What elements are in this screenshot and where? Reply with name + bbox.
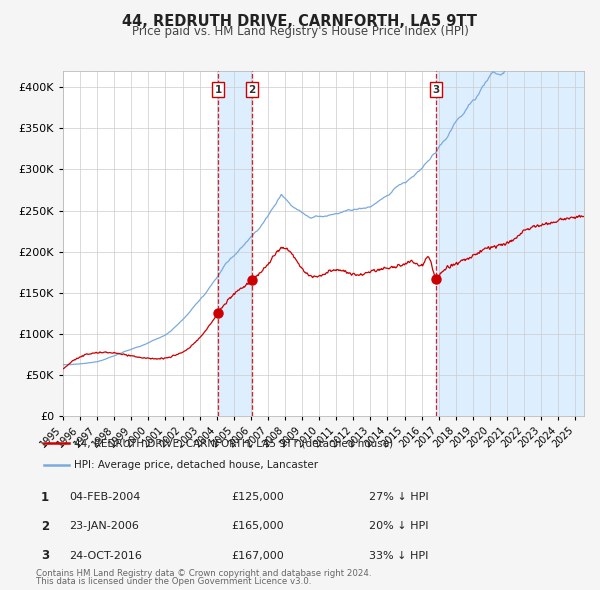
Text: 2: 2	[41, 520, 49, 533]
Text: £125,000: £125,000	[231, 493, 284, 502]
Text: 44, REDRUTH DRIVE, CARNFORTH, LA5 9TT: 44, REDRUTH DRIVE, CARNFORTH, LA5 9TT	[122, 14, 478, 28]
Text: 27% ↓ HPI: 27% ↓ HPI	[369, 493, 428, 502]
Text: Contains HM Land Registry data © Crown copyright and database right 2024.: Contains HM Land Registry data © Crown c…	[36, 569, 371, 578]
Text: 1: 1	[215, 84, 222, 94]
Text: 24-OCT-2016: 24-OCT-2016	[69, 551, 142, 560]
Text: 33% ↓ HPI: 33% ↓ HPI	[369, 551, 428, 560]
Bar	[436, 71, 584, 416]
Text: £167,000: £167,000	[231, 551, 284, 560]
Text: Price paid vs. HM Land Registry's House Price Index (HPI): Price paid vs. HM Land Registry's House …	[131, 25, 469, 38]
Text: HPI: Average price, detached house, Lancaster: HPI: Average price, detached house, Lanc…	[74, 460, 319, 470]
Text: This data is licensed under the Open Government Licence v3.0.: This data is licensed under the Open Gov…	[36, 578, 311, 586]
Text: 3: 3	[41, 549, 49, 562]
Bar	[218, 71, 252, 416]
Text: 44, REDRUTH DRIVE, CARNFORTH, LA5 9TT (detached house): 44, REDRUTH DRIVE, CARNFORTH, LA5 9TT (d…	[74, 438, 394, 448]
Text: 3: 3	[432, 84, 439, 94]
Text: 1: 1	[41, 491, 49, 504]
Text: 2: 2	[248, 84, 256, 94]
Text: 04-FEB-2004: 04-FEB-2004	[69, 493, 140, 502]
Text: 20% ↓ HPI: 20% ↓ HPI	[369, 522, 428, 531]
Text: 23-JAN-2006: 23-JAN-2006	[69, 522, 139, 531]
Text: £165,000: £165,000	[231, 522, 284, 531]
